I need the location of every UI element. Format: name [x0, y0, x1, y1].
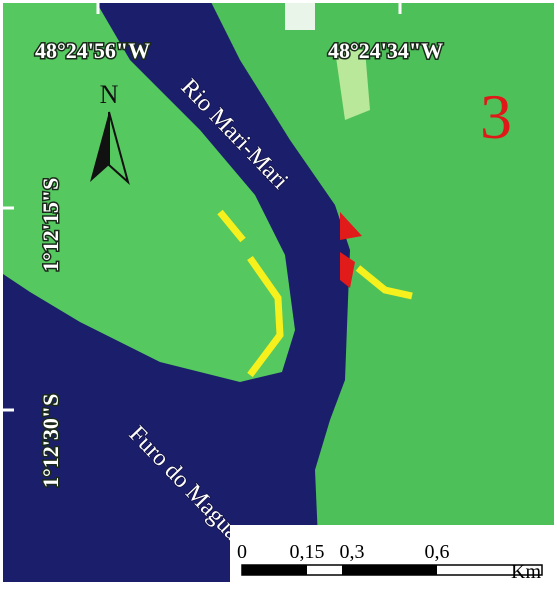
scale-unit: Km	[511, 561, 541, 583]
scale-label: 0,6	[425, 541, 450, 563]
scale-bar-segment	[242, 565, 307, 575]
scale-bar-segment	[342, 565, 437, 575]
map: 48°24'56"W 48°24'34"W 1°12'15"S 1°12'30"…	[0, 0, 557, 585]
scale-label: 0,3	[340, 541, 365, 563]
panel-number: 3	[480, 81, 512, 152]
bright-patch	[285, 0, 315, 30]
north-label: N	[100, 80, 119, 109]
latitude-label: 1°12'30"S	[38, 394, 63, 488]
scale-box	[230, 525, 557, 585]
latitude-label: 1°12'15"S	[38, 178, 63, 272]
scale-label: 0	[237, 541, 247, 563]
longitude-label: 48°24'34"W	[328, 38, 443, 63]
longitude-label: 48°24'56"W	[35, 38, 150, 63]
scale-label: 0,15	[290, 541, 325, 563]
